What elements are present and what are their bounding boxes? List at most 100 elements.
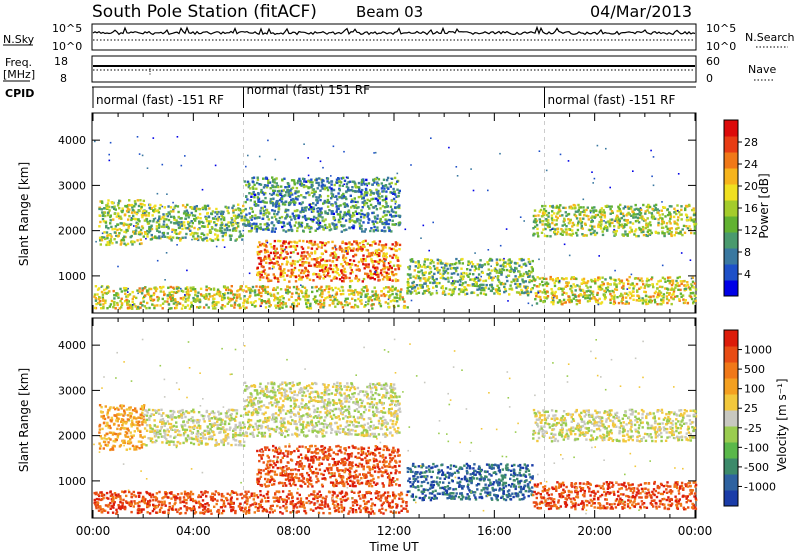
data-pixel <box>258 297 261 301</box>
data-pixel <box>205 285 208 288</box>
data-pixel <box>421 272 425 275</box>
data-pixel <box>626 219 629 222</box>
data-pixel <box>648 211 651 214</box>
data-pixel <box>576 228 580 232</box>
data-pixel <box>564 285 567 288</box>
data-pixel <box>509 261 513 264</box>
data-pixel <box>162 285 165 289</box>
data-pixel <box>350 198 354 201</box>
data-pixel <box>373 272 376 276</box>
data-pixel <box>335 264 338 267</box>
data-pixel <box>582 206 585 209</box>
data-pixel <box>325 269 329 272</box>
data-pixel <box>534 292 537 295</box>
data-pixel <box>188 307 192 310</box>
data-pixel <box>234 293 237 296</box>
data-pixel <box>343 267 346 271</box>
data-pixel <box>369 203 373 207</box>
data-pixel <box>290 228 293 231</box>
data-pixel <box>314 190 317 193</box>
data-pixel <box>252 301 255 304</box>
noise-pixel <box>567 160 570 162</box>
data-pixel <box>284 186 287 189</box>
data-pixel <box>661 276 665 279</box>
data-pixel <box>271 176 274 179</box>
colorbar-segment <box>724 232 738 249</box>
data-pixel <box>656 303 659 306</box>
data-pixel <box>565 277 568 280</box>
data-pixel <box>690 231 693 235</box>
data-pixel <box>576 234 579 237</box>
data-pixel <box>106 307 109 310</box>
data-pixel <box>364 239 367 243</box>
data-pixel <box>380 182 383 185</box>
data-pixel <box>318 261 321 264</box>
data-pixel <box>352 291 356 294</box>
data-pixel <box>145 307 148 310</box>
data-pixel <box>685 225 688 228</box>
data-pixel <box>531 267 534 270</box>
data-pixel <box>373 298 376 301</box>
data-pixel <box>659 216 662 220</box>
data-pixel <box>155 287 159 290</box>
data-pixel <box>332 277 335 280</box>
data-pixel <box>163 218 166 221</box>
data-pixel <box>136 239 139 242</box>
data-pixel <box>683 301 686 304</box>
data-pixel <box>489 257 492 261</box>
data-pixel <box>380 259 384 263</box>
data-pixel <box>551 298 555 302</box>
data-pixel <box>231 298 234 301</box>
data-pixel <box>291 193 294 196</box>
data-pixel <box>360 180 364 184</box>
data-pixel <box>319 215 322 218</box>
data-pixel <box>278 192 282 195</box>
data-pixel <box>642 228 645 231</box>
data-pixel <box>258 285 262 289</box>
data-pixel <box>315 261 319 264</box>
data-pixel <box>125 287 128 290</box>
data-pixel <box>678 275 681 279</box>
data-pixel <box>526 294 530 297</box>
data-pixel <box>562 298 566 302</box>
data-pixel <box>240 215 244 218</box>
data-pixel <box>293 209 297 213</box>
data-pixel <box>270 221 273 225</box>
data-pixel <box>131 297 134 301</box>
noise-pixel <box>176 136 179 138</box>
data-pixel <box>320 185 323 188</box>
data-pixel <box>264 211 268 215</box>
data-pixel <box>143 443 146 446</box>
data-pixel <box>456 280 460 283</box>
data-pixel <box>415 284 419 287</box>
data-pixel <box>599 288 602 291</box>
data-pixel <box>417 287 420 290</box>
data-pixel <box>246 198 249 201</box>
data-pixel <box>693 218 696 221</box>
data-pixel <box>657 221 660 225</box>
data-pixel <box>115 294 118 297</box>
data-pixel <box>207 220 211 223</box>
data-pixel <box>362 257 365 261</box>
data-pixel <box>582 234 585 237</box>
data-pixel <box>516 278 519 281</box>
data-pixel <box>346 262 349 265</box>
data-pixel <box>117 432 121 436</box>
data-pixel <box>247 223 250 226</box>
data-pixel <box>310 186 313 189</box>
noise-pixel <box>475 276 478 279</box>
data-pixel <box>99 220 102 224</box>
data-pixel <box>346 250 349 253</box>
data-pixel <box>629 226 632 229</box>
data-pixel <box>276 194 280 197</box>
data-pixel <box>277 220 281 223</box>
data-pixel <box>414 265 417 268</box>
data-pixel <box>248 288 251 292</box>
data-pixel <box>357 195 361 199</box>
data-pixel <box>487 262 490 266</box>
data-pixel <box>207 215 210 218</box>
data-pixel <box>341 306 345 309</box>
data-pixel <box>448 264 452 267</box>
data-pixel <box>302 262 305 265</box>
data-pixel <box>321 243 324 247</box>
